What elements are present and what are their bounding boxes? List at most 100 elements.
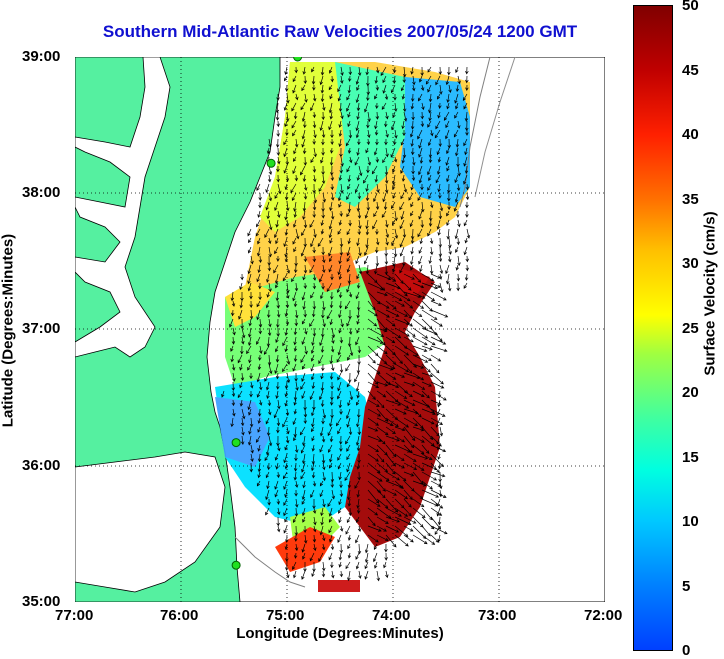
velocity-arrow [232,372,236,382]
velocity-arrow [284,75,288,82]
velocity-arrow [339,525,344,532]
velocity-arrow [311,66,315,73]
velocity-arrow [292,75,297,83]
velocity-arrow [338,498,342,506]
velocity-arrow [392,75,397,84]
velocity-arrow [357,210,362,219]
velocity-arrow [290,183,297,194]
velocity-arrow [256,246,261,257]
velocity-arrow [339,409,343,415]
velocity-arrow [456,282,460,292]
velocity-arrow [367,516,376,527]
velocity-arrow [336,390,342,400]
velocity-arrow [373,543,378,550]
velocity-arrow [421,372,434,378]
velocity-arrow [303,156,308,166]
velocity-arrow [268,246,272,258]
velocity-arrow [295,228,300,240]
velocity-arrow [346,255,351,262]
velocity-arrow [295,309,299,319]
velocity-arrow [339,435,343,445]
velocity-arrow [268,237,272,245]
velocity-arrow [430,318,443,327]
velocity-arrow [394,507,409,517]
velocity-arrow [328,228,333,239]
velocity-arrow [293,471,297,481]
velocity-arrow [293,210,297,218]
velocity-arrow [446,219,450,226]
velocity-arrow [385,219,389,228]
velocity-arrow [312,480,317,487]
velocity-arrow [435,75,441,86]
velocity-arrow [394,534,409,547]
velocity-arrow [258,291,262,301]
velocity-arrow [268,219,273,231]
velocity-arrow [385,435,400,442]
velocity-arrow [302,552,306,560]
velocity-arrow [465,201,469,209]
colorbar-tick: 5 [682,578,691,595]
velocity-arrow [349,156,353,164]
velocity-arrow [267,174,272,183]
velocity-arrow [434,525,441,535]
velocity-arrow [436,435,441,445]
velocity-arrow [337,426,342,435]
velocity-arrow [435,174,441,184]
velocity-arrow [376,291,388,297]
velocity-arrow [303,75,308,85]
velocity-arrow [347,489,351,501]
velocity-arrow [275,372,280,380]
velocity-arrow [250,381,254,389]
velocity-arrow [258,192,262,201]
velocity-arrow [394,480,404,489]
velocity-arrow [385,174,389,184]
velocity-arrow [427,228,432,237]
velocity-arrow [430,462,440,474]
velocity-arrow [345,435,351,445]
velocity-arrow [412,309,423,318]
velocity-arrow [267,327,272,337]
velocity-arrow [347,174,352,183]
velocity-arrow [410,237,415,245]
velocity-arrow [428,111,432,122]
velocity-arrow [412,84,416,92]
velocity-arrow [454,111,459,119]
velocity-arrow [428,102,432,114]
velocity-arrow [302,300,306,310]
velocity-arrow [321,174,326,185]
colorbar [633,5,673,651]
velocity-arrow [320,66,325,76]
velocity-arrow [257,210,261,218]
velocity-arrow [312,507,317,514]
velocity-arrow [231,390,236,398]
velocity-arrow [292,291,297,302]
velocity-arrow [363,174,369,184]
velocity-arrow [284,399,288,407]
velocity-arrow [328,552,333,561]
velocity-arrow [337,93,342,102]
velocity-arrow [247,363,252,371]
velocity-arrow [312,327,317,337]
velocity-arrow [258,399,263,406]
velocity-arrow [466,228,471,239]
velocity-arrow [403,309,413,319]
velocity-arrow [294,174,299,182]
velocity-arrow [348,66,353,76]
velocity-arrow [437,453,441,460]
velocity-arrow [283,525,288,534]
velocity-arrow [366,201,371,211]
velocity-arrow [447,138,452,149]
velocity-arrow [329,534,333,543]
velocity-arrow [376,453,385,463]
velocity-arrow [356,102,361,112]
velocity-arrow [339,336,344,344]
velocity-arrow [437,228,441,236]
velocity-arrow [355,120,360,132]
velocity-arrow [331,363,335,372]
radar-stations [231,57,303,570]
velocity-arrow [250,453,254,463]
velocity-arrow [258,255,263,264]
velocity-arrow [372,219,378,230]
velocity-arrow [345,525,351,535]
velocity-arrow [320,219,324,227]
